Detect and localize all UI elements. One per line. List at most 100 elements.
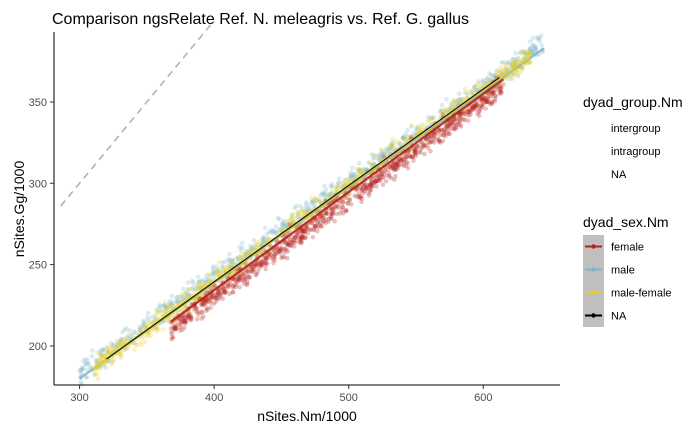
- data-point: [86, 360, 91, 366]
- data-point: [460, 114, 466, 120]
- data-point: [273, 224, 279, 229]
- data-point: [378, 152, 383, 157]
- data-point: [164, 305, 170, 311]
- data-point: [251, 237, 257, 243]
- data-point: [239, 271, 244, 277]
- data-point: [237, 275, 242, 280]
- data-point: [437, 139, 442, 144]
- data-point: [366, 190, 371, 196]
- data-point: [297, 240, 302, 246]
- data-point: [432, 140, 437, 145]
- data-point: [280, 220, 286, 226]
- data-point: [263, 255, 269, 261]
- data-point: [154, 328, 160, 334]
- data-point: [300, 231, 306, 236]
- data-point: [262, 236, 268, 242]
- data-point: [235, 255, 241, 261]
- data-point: [291, 219, 297, 225]
- data-point: [233, 278, 238, 283]
- data-point: [407, 136, 413, 142]
- data-point: [117, 339, 123, 345]
- data-point: [491, 91, 497, 97]
- data-point: [340, 184, 345, 190]
- data-point: [512, 60, 517, 66]
- data-point: [334, 211, 340, 217]
- data-point: [359, 186, 364, 192]
- data-point: [185, 315, 191, 320]
- data-point: [357, 194, 362, 199]
- data-point: [479, 96, 484, 102]
- data-point: [184, 315, 189, 321]
- data-point: [502, 67, 507, 73]
- data-point: [170, 334, 175, 340]
- legend-sex-title: dyad_sex.Nm: [583, 214, 669, 230]
- data-point: [414, 126, 420, 131]
- data-point: [113, 346, 118, 351]
- data-point: [198, 285, 203, 291]
- data-point: [503, 66, 509, 71]
- data-point: [176, 299, 181, 305]
- data-point: [302, 228, 308, 234]
- data-point: [473, 107, 478, 112]
- data-point: [517, 50, 523, 56]
- data-point: [178, 298, 184, 303]
- data-point: [210, 272, 215, 277]
- data-point: [522, 51, 528, 57]
- data-point: [196, 279, 202, 284]
- data-point: [448, 105, 453, 110]
- data-point: [213, 299, 219, 304]
- data-point: [417, 142, 423, 148]
- data-point: [495, 73, 500, 79]
- data-point: [527, 51, 533, 57]
- data-point: [462, 86, 468, 92]
- data-point: [537, 36, 542, 41]
- data-point: [99, 352, 104, 358]
- data-point: [368, 161, 374, 167]
- data-point: [472, 84, 478, 90]
- data-point: [254, 271, 259, 277]
- data-point: [202, 279, 208, 285]
- data-point: [186, 312, 191, 318]
- data-point: [457, 97, 462, 103]
- data-point: [168, 326, 174, 331]
- data-point: [217, 291, 223, 297]
- x-tick-label: 400: [205, 392, 223, 404]
- data-point: [384, 146, 389, 151]
- data-point: [451, 126, 457, 131]
- data-point: [453, 103, 458, 109]
- data-point: [219, 264, 225, 269]
- data-point: [84, 374, 89, 380]
- data-point: [225, 284, 231, 289]
- data-point: [359, 170, 365, 176]
- data-point: [334, 184, 340, 190]
- data-point: [429, 116, 435, 122]
- data-point: [487, 101, 493, 107]
- data-point: [152, 318, 158, 323]
- data-point: [462, 111, 467, 116]
- data-point: [500, 83, 505, 89]
- data-point: [124, 326, 129, 331]
- data-point: [270, 228, 276, 234]
- data-point: [465, 109, 470, 114]
- data-point: [97, 358, 102, 363]
- data-point: [360, 185, 366, 191]
- data-point: [242, 276, 248, 281]
- data-point: [193, 288, 198, 294]
- data-point: [533, 45, 538, 51]
- data-point: [244, 272, 249, 278]
- legend-key-point: [591, 290, 596, 295]
- data-point: [451, 117, 456, 122]
- data-point: [343, 177, 349, 182]
- data-point: [201, 302, 207, 307]
- data-point: [448, 101, 454, 106]
- data-point: [275, 216, 281, 221]
- data-point: [244, 248, 249, 254]
- data-point: [299, 233, 305, 238]
- data-point: [204, 298, 210, 304]
- data-point: [267, 251, 272, 256]
- data-point: [221, 265, 226, 271]
- data-point: [437, 139, 442, 144]
- data-point: [468, 108, 474, 113]
- data-point: [254, 263, 260, 268]
